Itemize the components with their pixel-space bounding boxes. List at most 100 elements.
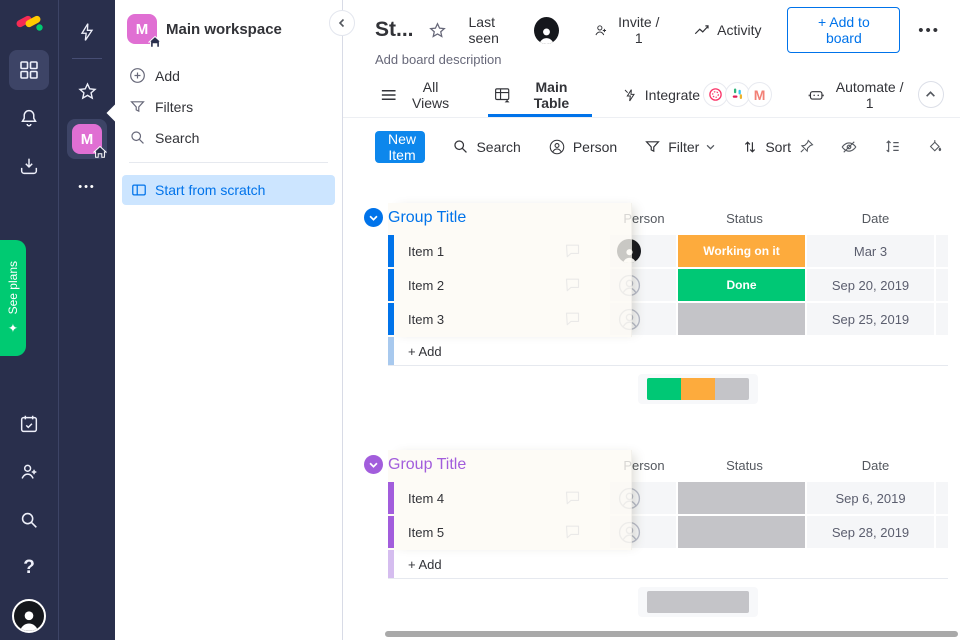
table-row-item-4: Item 4 Sep 6, 2019 — [388, 482, 948, 514]
favorite-star-button[interactable] — [428, 21, 447, 40]
toolbar-person-button[interactable]: Person — [548, 138, 617, 156]
status-cell[interactable] — [678, 482, 805, 514]
menu-item-search[interactable]: Search — [115, 122, 342, 153]
status-cell[interactable]: Done — [678, 269, 805, 301]
menu-item-filters[interactable]: Filters — [115, 91, 342, 122]
new-item-split-button: New Item — [375, 130, 426, 163]
column-header-person[interactable]: Person — [623, 210, 665, 226]
status-cell[interactable] — [678, 303, 805, 335]
left-rail-secondary: M ••• — [58, 0, 124, 640]
date-cell[interactable]: Mar 3 — [807, 235, 934, 267]
add-to-board-button[interactable]: + Add to board — [787, 7, 901, 53]
column-header-date[interactable]: Date — [861, 457, 890, 473]
pin-icon[interactable] — [791, 132, 821, 162]
tab-integrate[interactable]: Integrate — [612, 72, 710, 117]
chat-bubble-icon[interactable] — [563, 275, 582, 293]
person-plus-icon — [595, 24, 606, 35]
tab-main-table[interactable]: Main Table — [484, 72, 596, 117]
chat-bubble-icon[interactable] — [563, 241, 582, 259]
new-item-button[interactable]: New Item — [375, 130, 426, 163]
name-cell[interactable]: Item 5 — [388, 516, 608, 548]
last-seen-label: Last seen — [468, 14, 499, 46]
profile-avatar-button[interactable] — [9, 596, 49, 636]
status-summary[interactable] — [638, 374, 758, 404]
group-collapse-button[interactable] — [364, 455, 383, 474]
status-cell[interactable] — [678, 516, 805, 548]
table-row-item-1: Item 1 Working on it — [388, 235, 948, 267]
integration-badge-gmail-icon[interactable]: M — [747, 82, 773, 107]
name-cell[interactable]: Item 1 — [388, 235, 608, 267]
notifications-bell-button[interactable] — [9, 98, 49, 138]
person-cell[interactable] — [610, 516, 676, 548]
funnel-icon — [645, 141, 660, 153]
workspace-header[interactable]: M Main workspace — [115, 12, 342, 48]
paint-bucket-icon[interactable] — [920, 132, 950, 162]
last-seen-avatar[interactable] — [533, 16, 559, 44]
quick-actions-zap-button[interactable] — [67, 12, 107, 52]
name-cell[interactable]: Item 2 — [388, 269, 608, 301]
tab-all-views[interactable]: All Views — [371, 72, 468, 117]
column-header-person[interactable]: Person — [623, 457, 665, 473]
group-color-bar — [388, 235, 394, 267]
help-button[interactable]: ? — [9, 548, 49, 588]
menu-item-add[interactable]: Add — [115, 60, 342, 91]
invite-button[interactable]: Invite / 1 — [593, 14, 663, 46]
my-week-calendar-button[interactable] — [9, 404, 49, 444]
horizontal-scrollbar[interactable] — [385, 631, 958, 637]
item-height-icon[interactable] — [877, 132, 907, 162]
add-item-row[interactable]: + Add — [388, 550, 948, 579]
person-cell[interactable] — [610, 235, 676, 267]
global-search-button[interactable] — [9, 500, 49, 540]
board-item-start-from-scratch[interactable]: Start from scratch — [122, 175, 335, 205]
favorites-star-button[interactable] — [67, 71, 107, 111]
see-plans-ribbon[interactable]: ✦ See plans — [0, 240, 26, 356]
board-menu-button[interactable]: ••• — [918, 21, 940, 39]
status-cell[interactable]: Working on it — [678, 235, 805, 267]
invite-members-button[interactable] — [9, 452, 49, 492]
integration-badge-target-icon[interactable] — [703, 82, 729, 107]
column-header-status[interactable]: Status — [726, 210, 763, 226]
status-summary[interactable] — [638, 587, 758, 617]
group-1-header: Group Title Person Status Date + — [364, 203, 948, 233]
add-item-row[interactable]: + Add — [388, 337, 948, 366]
collapse-header-button[interactable] — [917, 81, 944, 108]
workspace-menu: Add Filters Search — [115, 60, 342, 153]
inbox-download-button[interactable] — [9, 146, 49, 186]
collapse-panel-button[interactable] — [329, 10, 355, 36]
person-cell[interactable] — [610, 269, 676, 301]
date-cell[interactable]: Sep 6, 2019 — [807, 482, 934, 514]
home-badge-icon — [93, 145, 107, 159]
name-cell[interactable]: Item 4 — [388, 482, 608, 514]
toolbar-icon-group — [791, 132, 960, 162]
group-color-bar-light — [388, 337, 394, 365]
toolbar-filter-button[interactable]: Filter — [644, 138, 715, 155]
chat-bubble-icon[interactable] — [563, 488, 582, 506]
board-title[interactable]: St... — [375, 18, 414, 41]
person-cell[interactable] — [610, 303, 676, 335]
apps-grid-button[interactable] — [9, 50, 49, 90]
group-title[interactable]: Group Title — [388, 209, 467, 226]
date-cell[interactable]: Sep 25, 2019 — [807, 303, 934, 335]
unassigned-avatar-icon — [618, 521, 641, 543]
date-cell[interactable]: Sep 20, 2019 — [807, 269, 934, 301]
more-workspaces-button[interactable]: ••• — [67, 167, 107, 207]
date-cell[interactable]: Sep 28, 2019 — [807, 516, 934, 548]
workspace-avatar-button[interactable]: M — [67, 119, 107, 159]
chat-bubble-icon[interactable] — [563, 522, 582, 540]
toolbar-search-button[interactable]: Search — [452, 138, 521, 155]
group-title[interactable]: Group Title — [388, 456, 467, 473]
name-cell[interactable]: Item 3 — [388, 303, 608, 335]
hidden-columns-eye-icon[interactable] — [834, 132, 864, 162]
chat-bubble-icon[interactable] — [563, 309, 582, 327]
person-cell[interactable] — [610, 482, 676, 514]
plus-circle-icon — [130, 68, 145, 83]
view-tabs: All Views Main Table Integrate — [343, 72, 960, 118]
column-header-status[interactable]: Status — [726, 457, 763, 473]
group-collapse-button[interactable] — [364, 208, 383, 227]
workspace-avatar: M — [72, 124, 107, 158]
toolbar-sort-button[interactable]: Sort — [742, 139, 791, 155]
tab-automate[interactable]: Automate / 1 — [798, 72, 918, 117]
column-header-date[interactable]: Date — [861, 210, 890, 226]
activity-button[interactable]: Activity — [693, 22, 761, 38]
board-description-placeholder[interactable]: Add board description — [375, 52, 502, 67]
